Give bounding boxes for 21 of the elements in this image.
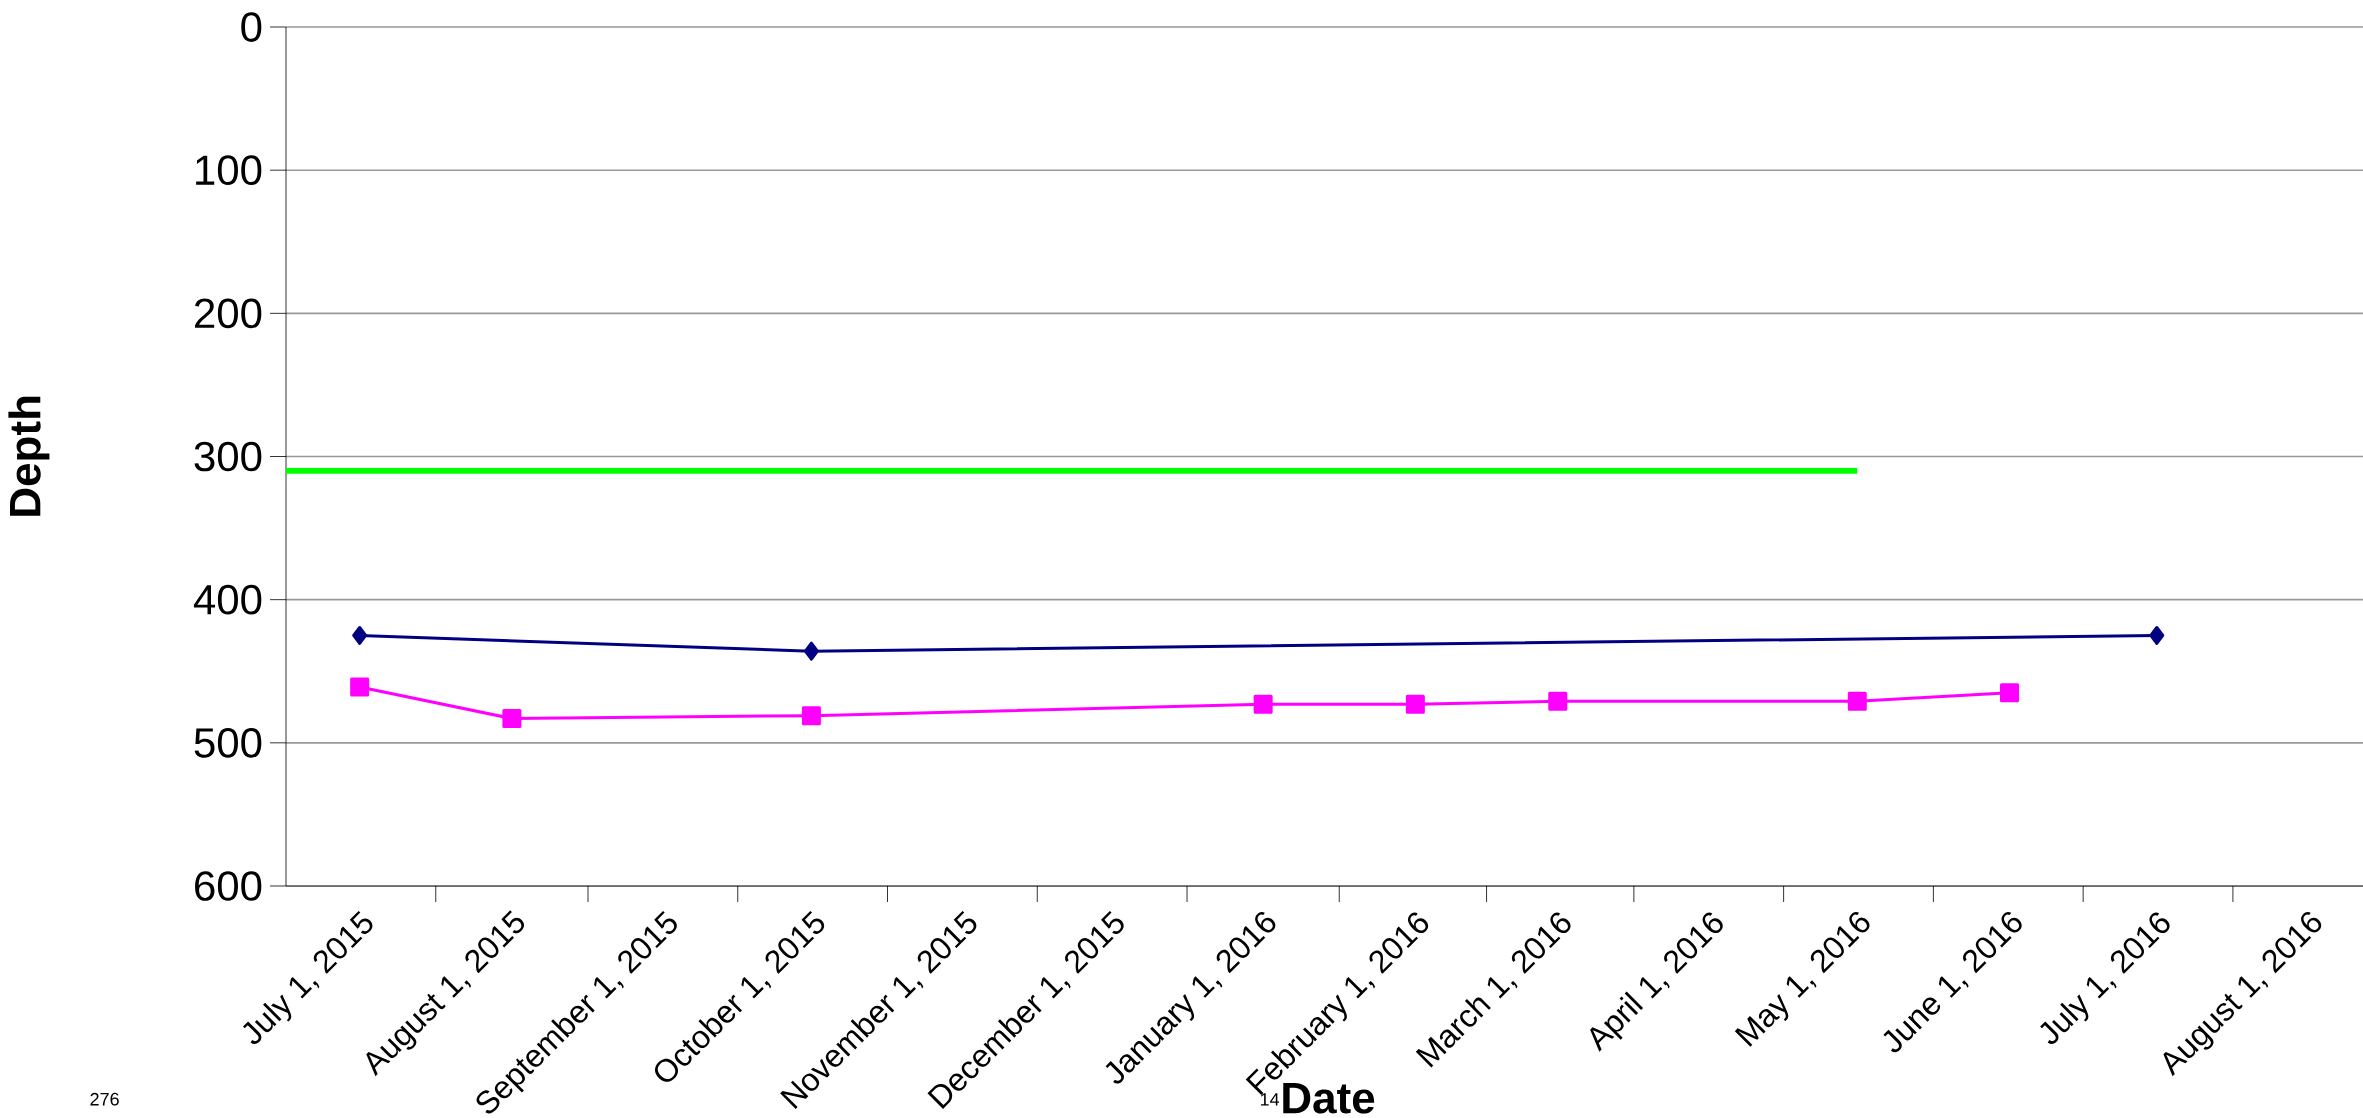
y-tick-label: 300 [194, 441, 262, 472]
y-tick-label: 0 [241, 12, 262, 42]
y-tick-label: 400 [193, 584, 262, 615]
point [2149, 625, 2165, 645]
point [1847, 691, 1867, 711]
point [1405, 694, 1425, 714]
point [352, 625, 368, 645]
y-axis-title: Depth [8, 396, 50, 516]
y-tick-label: 100 [196, 155, 262, 186]
point [350, 677, 370, 697]
y-tick-label: 600 [195, 871, 262, 901]
point [1253, 694, 1273, 714]
point [803, 641, 819, 661]
point [801, 706, 821, 726]
y-tick-label: 500 [194, 727, 262, 758]
point [2000, 683, 2019, 703]
point [502, 709, 522, 728]
text: 276 [90, 1092, 119, 1106]
y-tick-label: 200 [195, 298, 262, 329]
point [1548, 691, 1568, 711]
text: 14 [1260, 1093, 1280, 1106]
